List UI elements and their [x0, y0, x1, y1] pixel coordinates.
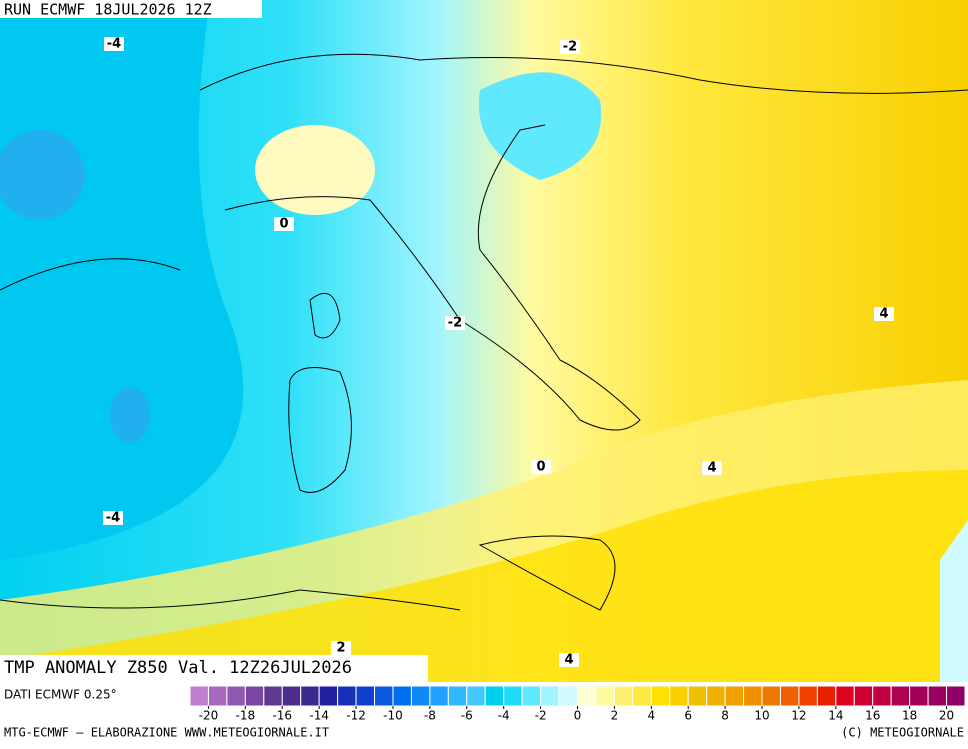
colorbar-box — [650, 685, 671, 707]
colorbar-box — [669, 685, 689, 707]
map-title: TMP ANOMALY Z850 Val. 12Z26JUL2026 — [4, 658, 352, 678]
colorbar-box — [244, 685, 265, 707]
copyright-label: (C) METEOGIORNALE — [841, 726, 964, 740]
colorbar-tick-label: 18 — [902, 709, 917, 723]
credit-label: MTG-ECMWF — ELABORAZIONE WWW.METEOGIORNA… — [4, 726, 329, 740]
contour-label: -4 — [106, 511, 120, 526]
contour-label: -2 — [448, 316, 462, 331]
colorbar-box — [226, 685, 246, 707]
colorbar-box — [946, 685, 966, 707]
colorbar-box — [484, 685, 505, 707]
colorbar-box — [318, 685, 339, 707]
contour-label: 4 — [879, 307, 888, 322]
colorbar-box — [595, 685, 615, 707]
colorbar-tick-label: 6 — [684, 709, 692, 723]
colorbar-box — [835, 685, 855, 707]
colorbar-box — [853, 685, 874, 707]
source-label: DATI ECMWF 0.25° — [4, 688, 117, 702]
colorbar-box — [189, 685, 209, 707]
colorbar-tick-label: 20 — [939, 709, 954, 723]
title-box — [0, 655, 428, 682]
colorbar-box — [392, 685, 412, 707]
colorbar-tick-label: 2 — [611, 709, 619, 723]
colorbar-box — [743, 685, 763, 707]
colorbar-box — [355, 685, 376, 707]
label-bg — [103, 511, 123, 525]
colorbar-box — [521, 685, 542, 707]
colorbar-tick-label: -18 — [236, 709, 256, 723]
colorbar-tick-label: 4 — [647, 709, 655, 723]
colorbar-box — [872, 685, 892, 707]
colorbar-box — [687, 685, 708, 707]
colorbar-box — [300, 685, 320, 707]
colorbar-tick-label: -2 — [535, 709, 547, 723]
contour-label: 0 — [279, 217, 288, 232]
run-label: RUN ECMWF 18JUL2026 12Z — [4, 1, 212, 19]
map-field — [0, 0, 968, 682]
colorbar-tick-label: 12 — [791, 709, 806, 723]
colorbar-box — [263, 685, 283, 707]
colorbar-tick-label: 16 — [865, 709, 880, 723]
colorbar-tick-label: -6 — [461, 709, 473, 723]
contour-label: -4 — [107, 37, 121, 52]
colorbar-box — [816, 685, 837, 707]
colorbar-box — [337, 685, 357, 707]
contour-label: 2 — [336, 641, 345, 656]
colorbar-box — [540, 685, 560, 707]
colorbar-box — [410, 685, 431, 707]
label-bg — [331, 641, 351, 655]
contour-label: 4 — [707, 461, 716, 476]
colorbar-box — [779, 685, 800, 707]
label-bg — [559, 653, 579, 667]
colorbar-box — [761, 685, 781, 707]
colorbar-tick-label: -8 — [424, 709, 436, 723]
contour-labels: -4 -2 0 0 -2 -4 4 4 2 4 — [103, 37, 894, 668]
colorbar-box — [724, 685, 745, 707]
colorbar-box — [281, 685, 302, 707]
label-bg — [874, 307, 894, 321]
colorbar-tick-label: 8 — [721, 709, 729, 723]
colorbar-box — [613, 685, 634, 707]
colorbar-tick-label: -12 — [346, 709, 366, 723]
colorbar-tick-label: -16 — [272, 709, 292, 723]
colorbar: -20 -18 -16 -14 -12 -10 -8 -6 -4 -2 0 2 4 6 8 10 12 14 16 1… — [189, 685, 966, 723]
colorbar-box — [447, 685, 468, 707]
colorbar-box — [927, 685, 948, 707]
colorbar-box — [577, 685, 597, 707]
colorbar-box — [558, 685, 578, 707]
label-bg — [274, 217, 294, 231]
colorbar-tick-label: -4 — [498, 709, 510, 723]
colorbar-tick-label: -14 — [309, 709, 329, 723]
colorbar-box — [374, 685, 394, 707]
colorbar-box — [890, 685, 911, 707]
header-box — [0, 0, 262, 18]
label-bg — [445, 316, 465, 330]
colorbar-tick-label: 0 — [574, 709, 582, 723]
colorbar-box — [909, 685, 929, 707]
colorbar-tick-label: 14 — [828, 709, 843, 723]
colorbar-box — [632, 685, 652, 707]
colorbar-box — [706, 685, 726, 707]
colorbar-box — [798, 685, 818, 707]
colorbar-box — [503, 685, 523, 707]
colorbar-tick-label: 10 — [754, 709, 769, 723]
label-bg — [531, 460, 551, 474]
colorbar-box — [207, 685, 228, 707]
contour-label: 0 — [536, 460, 545, 475]
colorbar-tick-label: -10 — [383, 709, 403, 723]
colorbar-box — [429, 685, 449, 707]
contour-label: 4 — [564, 653, 573, 668]
colorbar-tick-label: -20 — [199, 709, 219, 723]
contour-label: -2 — [563, 40, 577, 55]
label-bg — [104, 37, 124, 51]
label-bg — [702, 461, 722, 475]
colorbar-box — [466, 685, 486, 707]
label-bg — [560, 40, 580, 54]
